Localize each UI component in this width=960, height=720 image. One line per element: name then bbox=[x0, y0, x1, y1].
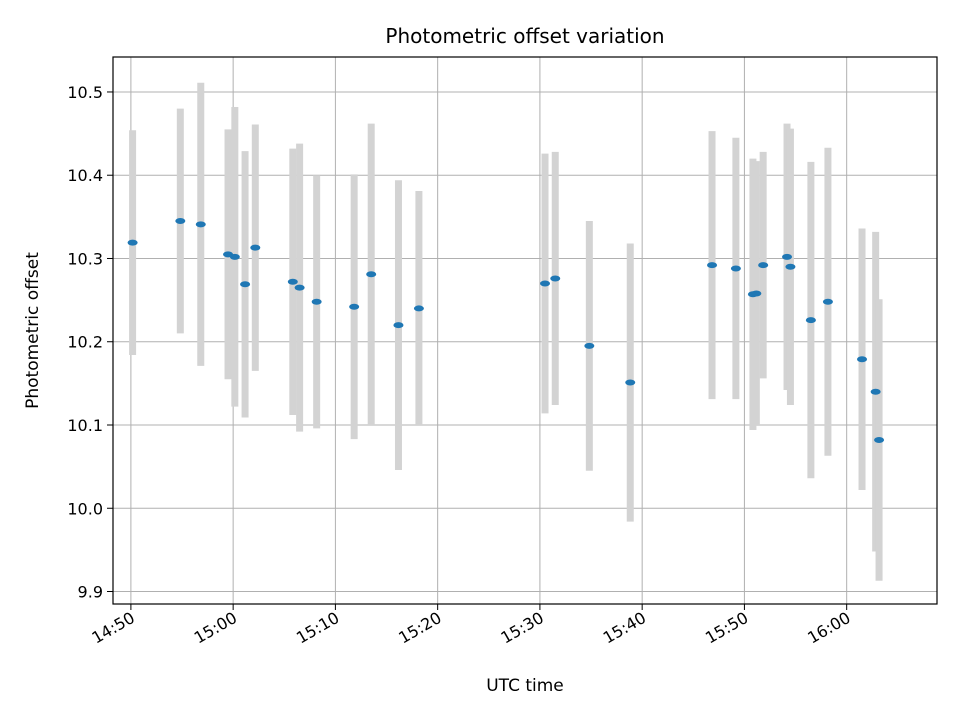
x-axis-label: UTC time bbox=[486, 676, 564, 696]
plot-frame bbox=[112, 56, 938, 605]
data-point bbox=[874, 436, 885, 443]
data-point bbox=[393, 322, 404, 329]
x-tick-label: 15:30 bbox=[497, 608, 546, 648]
y-tick-label: 10.1 bbox=[67, 416, 103, 435]
data-point bbox=[822, 298, 833, 305]
data-point bbox=[175, 218, 186, 225]
data-point bbox=[413, 305, 424, 312]
data-point bbox=[311, 298, 322, 305]
data-point bbox=[349, 303, 360, 310]
data-point bbox=[250, 244, 261, 251]
x-tick-label: 15:40 bbox=[600, 608, 649, 648]
data-point bbox=[785, 263, 796, 270]
data-point bbox=[730, 265, 741, 272]
error-bars bbox=[129, 82, 883, 581]
data-point bbox=[195, 221, 206, 228]
data-point bbox=[758, 262, 769, 269]
data-point bbox=[805, 317, 816, 324]
data-point bbox=[229, 253, 240, 260]
x-tick-label: 14:50 bbox=[88, 608, 137, 648]
data-point bbox=[751, 290, 762, 297]
x-axis-ticks: 14:50 15:00 15:10 15:20 15:30 15:40 15:50 16:00 bbox=[88, 604, 854, 648]
data-point bbox=[127, 239, 138, 246]
grid bbox=[113, 57, 937, 604]
data-point bbox=[870, 388, 881, 395]
y-tick-label: 10.2 bbox=[67, 333, 103, 352]
data-points bbox=[127, 218, 885, 443]
data-point bbox=[287, 278, 298, 285]
data-point bbox=[782, 253, 793, 260]
y-tick-label: 10.3 bbox=[67, 249, 103, 268]
data-point bbox=[294, 284, 305, 291]
x-tick-label: 15:00 bbox=[191, 608, 240, 648]
y-axis-ticks: 9.9 10.0 10.1 10.2 10.3 10.4 10.5 bbox=[67, 83, 113, 602]
data-point bbox=[625, 379, 636, 386]
data-point bbox=[540, 280, 551, 287]
chart-title: Photometric offset variation bbox=[385, 24, 664, 48]
x-tick-label: 15:50 bbox=[702, 608, 751, 648]
x-tick-label: 15:10 bbox=[293, 608, 342, 648]
data-point bbox=[366, 271, 377, 278]
data-point bbox=[584, 342, 595, 349]
y-tick-label: 9.9 bbox=[78, 583, 103, 602]
data-point bbox=[240, 281, 251, 288]
data-point bbox=[707, 262, 718, 269]
x-tick-label: 16:00 bbox=[804, 608, 853, 648]
data-point bbox=[857, 356, 868, 363]
data-point bbox=[550, 275, 561, 282]
y-axis-label: Photometric offset bbox=[23, 252, 43, 409]
y-tick-label: 10.5 bbox=[67, 83, 103, 102]
x-tick-label: 15:20 bbox=[395, 608, 444, 648]
y-tick-label: 10.4 bbox=[67, 166, 103, 185]
y-tick-label: 10.0 bbox=[67, 499, 103, 518]
